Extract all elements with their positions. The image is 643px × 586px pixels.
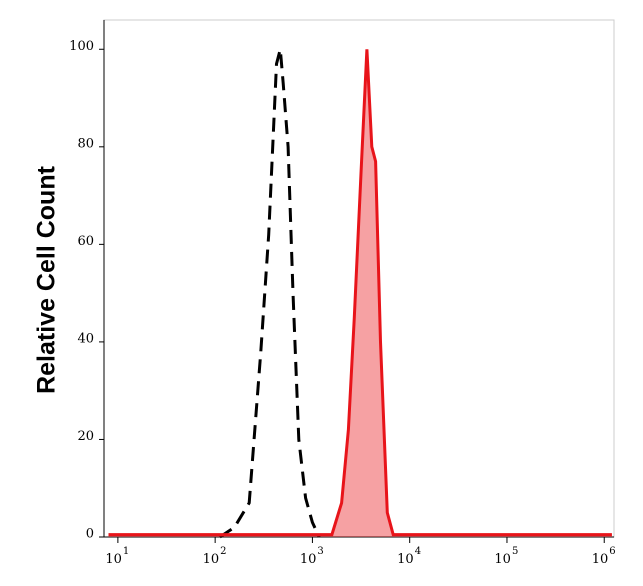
x-tick-label: 10	[397, 552, 414, 567]
histogram-line	[219, 48, 321, 539]
y-tick-label: 20	[77, 429, 94, 444]
y-axis-title: Relative Cell Count	[33, 165, 61, 393]
x-tick-power: 3	[317, 546, 323, 557]
x-tick-power: 2	[220, 546, 226, 557]
histogram-line	[108, 49, 612, 537]
x-tick-label: 10	[203, 552, 220, 567]
y-tick-label: 0	[86, 527, 94, 542]
x-tick-label: 10	[300, 552, 317, 567]
area	[108, 49, 612, 538]
x-tick-label: 10	[494, 552, 511, 567]
y-tick-label: 40	[77, 331, 94, 346]
x-tick-label: 10	[592, 552, 609, 567]
x-tick-label: 10	[105, 552, 122, 567]
y-tick-label: 60	[77, 234, 94, 249]
x-tick-power: 4	[415, 546, 421, 557]
x-tick-power: 6	[609, 546, 615, 557]
y-tick-label: 80	[77, 136, 94, 151]
x-tick-power: 5	[512, 546, 518, 557]
y-tick-label: 100	[69, 39, 94, 54]
x-tick-power: 1	[123, 546, 129, 557]
